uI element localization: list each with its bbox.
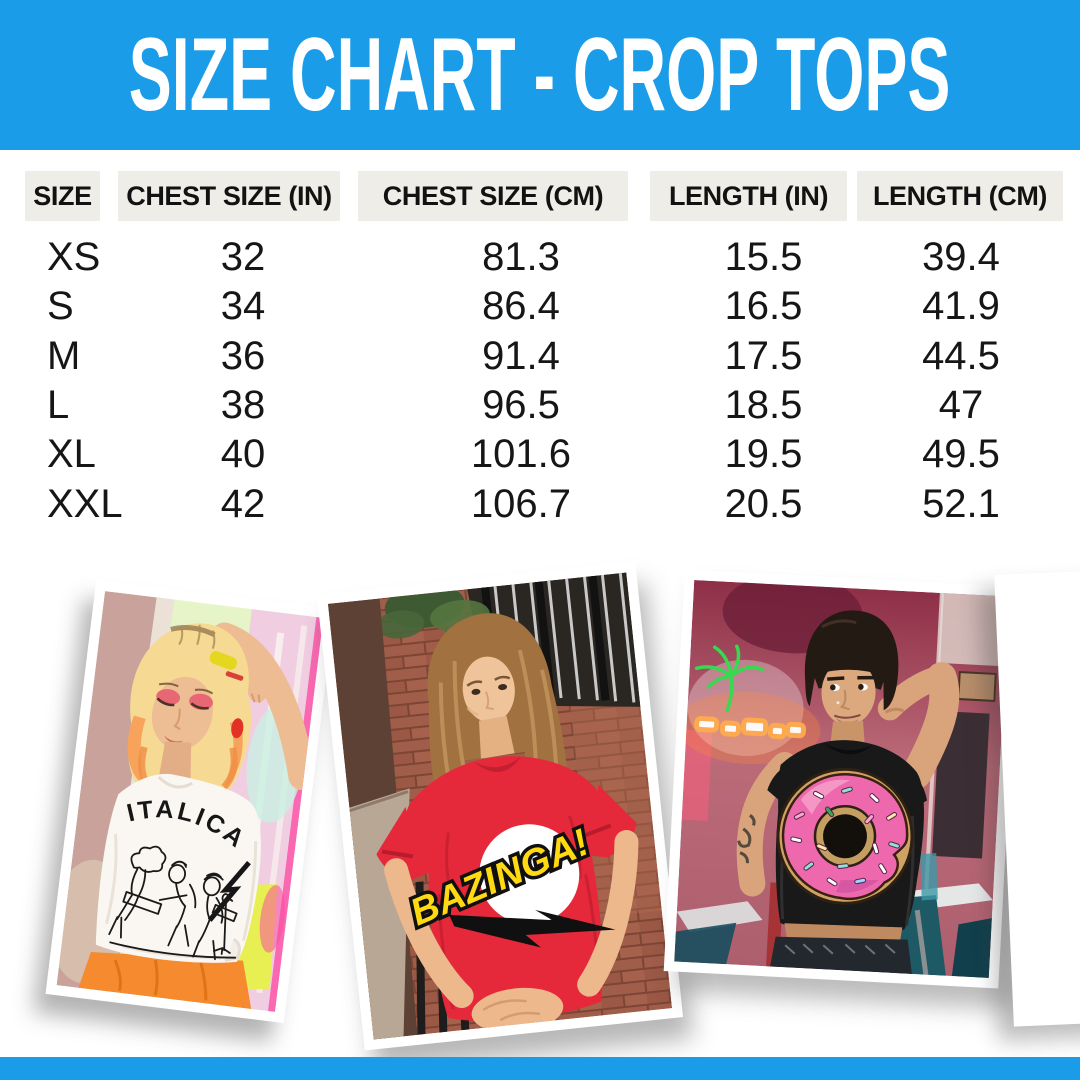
cell-chest-cm: 101.6 xyxy=(470,432,572,476)
cell-size: L xyxy=(47,383,70,427)
cell-chest-cm: 86.4 xyxy=(482,284,560,328)
model-photo-donut xyxy=(674,580,1009,978)
raised-arm xyxy=(877,662,960,789)
cell-chest-cm: 106.7 xyxy=(470,482,572,526)
cell-length-in: 16.5 xyxy=(724,284,803,328)
cell-size: M xyxy=(47,334,81,378)
neon-sign xyxy=(676,644,821,765)
cell-length-cm: 41.9 xyxy=(922,284,1000,328)
table-row: XXL 42 106.7 20.5 52.1 xyxy=(0,480,1080,529)
band-doodle xyxy=(108,845,238,961)
cell-length-cm: 39.4 xyxy=(922,235,1000,279)
cell-chest-cm: 96.5 xyxy=(482,383,560,427)
column-header-length-cm: LENGTH (CM) xyxy=(857,171,1063,221)
cell-length-cm: 44.5 xyxy=(922,334,1000,378)
cell-chest-in: 38 xyxy=(220,383,266,427)
photo-card-black-crop-top xyxy=(663,569,1020,989)
yellow-scrunchie xyxy=(209,651,237,670)
footer-accent-bar xyxy=(0,1057,1080,1080)
cell-chest-in: 34 xyxy=(220,284,266,328)
cell-size: XS xyxy=(47,235,101,279)
cell-chest-in: 40 xyxy=(220,432,266,476)
cell-size: S xyxy=(47,284,74,328)
table-row: L 38 96.5 18.5 47 xyxy=(0,381,1080,430)
model-photo-bazinga: BAZINGA! xyxy=(327,572,673,1040)
cell-length-cm: 47 xyxy=(938,383,984,427)
cell-size: XXL xyxy=(47,482,123,526)
table-row: M 36 91.4 17.5 44.5 xyxy=(0,332,1080,381)
cell-length-in: 18.5 xyxy=(724,383,803,427)
donut-graphic xyxy=(776,767,914,905)
cell-chest-in: 42 xyxy=(220,482,266,526)
face xyxy=(821,659,876,726)
cell-chest-in: 36 xyxy=(220,334,266,378)
cell-chest-in: 32 xyxy=(220,235,266,279)
page-title: SIZE CHART - CROP TOPS xyxy=(129,17,951,133)
model-photo-italica: ITALICA xyxy=(56,591,324,1012)
cell-length-cm: 49.5 xyxy=(922,432,1000,476)
table-row: S 34 86.4 16.5 41.9 xyxy=(0,282,1080,331)
partial-photo-card xyxy=(994,569,1080,1027)
title-banner: SIZE CHART - CROP TOPS xyxy=(0,0,1080,150)
cell-size: XL xyxy=(47,432,96,476)
hands xyxy=(471,987,564,1033)
forearm-tattoo xyxy=(737,814,756,864)
table-row: XS 32 81.3 15.5 39.4 xyxy=(0,233,1080,282)
cell-chest-cm: 81.3 xyxy=(482,235,560,279)
column-header-chest-cm: CHEST SIZE (CM) xyxy=(358,171,628,221)
cell-length-in: 20.5 xyxy=(724,482,803,526)
cell-length-cm: 52.1 xyxy=(922,482,1000,526)
column-header-chest-in: CHEST SIZE (IN) xyxy=(118,171,340,221)
cell-length-in: 15.5 xyxy=(724,235,803,279)
face xyxy=(151,676,214,750)
photo-card-white-crop-top: ITALICA xyxy=(45,579,335,1024)
red-earring xyxy=(231,718,244,739)
column-header-size: SIZE xyxy=(25,171,100,221)
cell-length-in: 19.5 xyxy=(724,432,803,476)
table-row: XL 40 101.6 19.5 49.5 xyxy=(0,430,1080,479)
cell-chest-cm: 91.4 xyxy=(482,334,560,378)
orange-skirt xyxy=(78,952,252,1010)
photo-card-red-crop-top: BAZINGA! xyxy=(316,561,684,1051)
column-header-length-in: LENGTH (IN) xyxy=(650,171,847,221)
red-hair-clip xyxy=(225,671,244,681)
picture-frame xyxy=(957,670,997,702)
left-arm xyxy=(384,858,474,1009)
cell-length-in: 17.5 xyxy=(724,334,803,378)
right-arm xyxy=(577,829,639,997)
sprinkles xyxy=(790,786,900,887)
